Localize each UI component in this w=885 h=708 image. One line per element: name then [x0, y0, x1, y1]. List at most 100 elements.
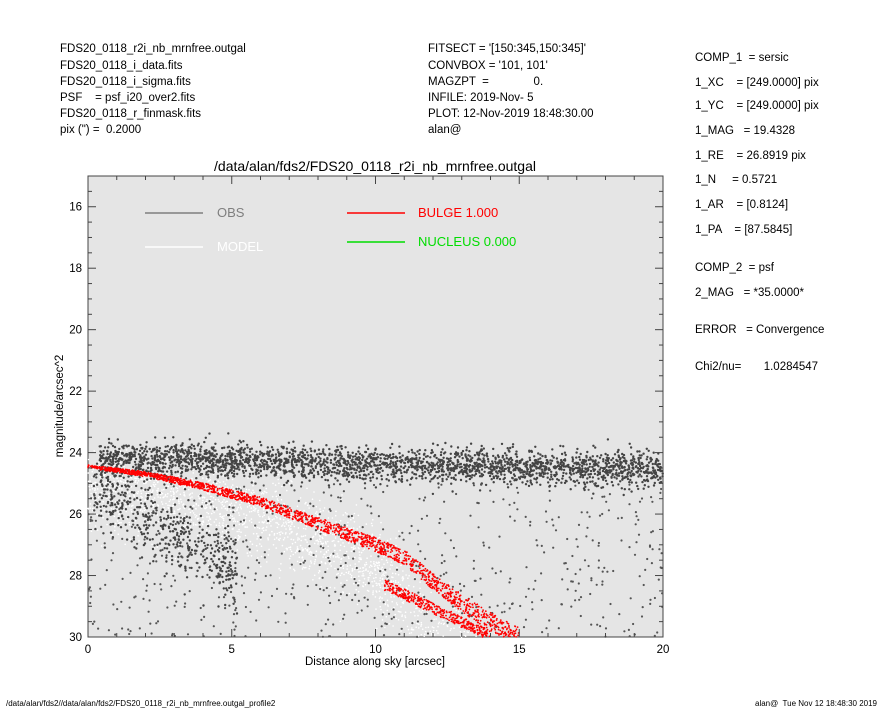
obs-point: [112, 452, 115, 456]
obs-point: [407, 459, 411, 463]
model-point: [91, 470, 94, 473]
obs-point: [496, 454, 500, 457]
obs-point: [608, 471, 612, 474]
obs-point: [523, 476, 526, 479]
obs-point: [438, 465, 442, 468]
model-point: [156, 514, 159, 516]
model-point: [318, 529, 320, 532]
obs-point: [291, 455, 295, 458]
obs-point: [482, 457, 485, 460]
obs-point: [506, 486, 510, 489]
obs-point: [126, 500, 130, 503]
model-point: [90, 492, 92, 495]
obs-point: [239, 460, 242, 464]
obs-point: [210, 447, 214, 450]
obs-point: [279, 453, 282, 456]
obs-point: [376, 453, 379, 456]
model-point: [264, 491, 266, 493]
obs-point: [95, 506, 99, 509]
obs-point: [646, 468, 649, 471]
model-point: [322, 556, 324, 558]
model-point: [342, 564, 345, 567]
model-point: [254, 526, 256, 529]
obs-point: [192, 444, 196, 448]
model-point: [250, 510, 253, 513]
model-point: [319, 508, 321, 510]
obs-point: [497, 462, 500, 465]
model-point: [113, 480, 115, 483]
obs-point: [606, 482, 609, 486]
obs-point: [100, 479, 103, 482]
obs-point: [188, 539, 191, 542]
obs-point: [216, 476, 219, 479]
model-point: [171, 453, 173, 456]
obs-point: [437, 482, 440, 485]
obs-point: [226, 472, 229, 475]
model-point: [144, 482, 146, 485]
obs-point: [186, 535, 190, 539]
model-point: [353, 512, 356, 515]
model-point: [419, 593, 422, 595]
obs-point: [638, 473, 641, 476]
model-point: [289, 567, 292, 569]
obs-point: [529, 475, 532, 478]
obs-point: [154, 521, 158, 524]
model-point: [140, 478, 142, 480]
obs-point: [164, 542, 167, 545]
obs-point: [413, 472, 416, 476]
obs-point: [487, 460, 490, 463]
model-point: [246, 526, 249, 528]
obs-point: [499, 459, 502, 462]
obs-point: [105, 510, 108, 513]
obs-point: [193, 466, 196, 469]
model-point: [229, 504, 232, 506]
obs-point: [189, 551, 192, 554]
obs-point: [158, 468, 161, 471]
obs-point: [509, 480, 512, 483]
model-point: [183, 491, 185, 494]
obs-point: [291, 453, 294, 456]
obs-point: [461, 471, 464, 474]
obs-point: [328, 452, 331, 455]
obs-point: [336, 445, 339, 448]
obs-point: [407, 450, 410, 453]
obs-point: [334, 453, 337, 456]
obs-point: [435, 456, 438, 460]
obs-point: [166, 510, 169, 513]
model-point: [347, 555, 350, 558]
obs-point: [500, 467, 503, 471]
obs-point: [451, 490, 454, 493]
obs-point: [108, 510, 111, 514]
model-point: [224, 507, 227, 510]
obs-point: [603, 476, 607, 479]
obs-point: [500, 463, 503, 467]
obs-point: [268, 450, 272, 453]
model-point: [261, 515, 264, 518]
model-point: [274, 491, 277, 493]
obs-point: [334, 456, 337, 459]
obs-point: [618, 458, 622, 461]
obs-point: [199, 514, 203, 518]
obs-point: [123, 499, 126, 502]
model-point: [437, 622, 440, 625]
obs-point: [258, 489, 262, 492]
model-point: [359, 567, 362, 569]
obs-point: [170, 510, 173, 514]
model-point: [350, 574, 353, 577]
obs-point: [106, 501, 110, 505]
obs-point: [230, 466, 233, 469]
model-point: [184, 485, 187, 487]
obs-point: [603, 466, 607, 470]
model-point: [99, 483, 101, 485]
model-point: [402, 619, 405, 622]
model-point: [125, 449, 128, 451]
model-point: [93, 450, 95, 452]
obs-point: [132, 536, 136, 539]
obs-point: [579, 452, 582, 456]
model-point: [322, 537, 324, 540]
obs-point: [127, 444, 130, 447]
obs-point: [323, 473, 326, 477]
obs-point: [243, 460, 247, 464]
model-point: [271, 495, 274, 498]
model-point: [173, 497, 175, 500]
